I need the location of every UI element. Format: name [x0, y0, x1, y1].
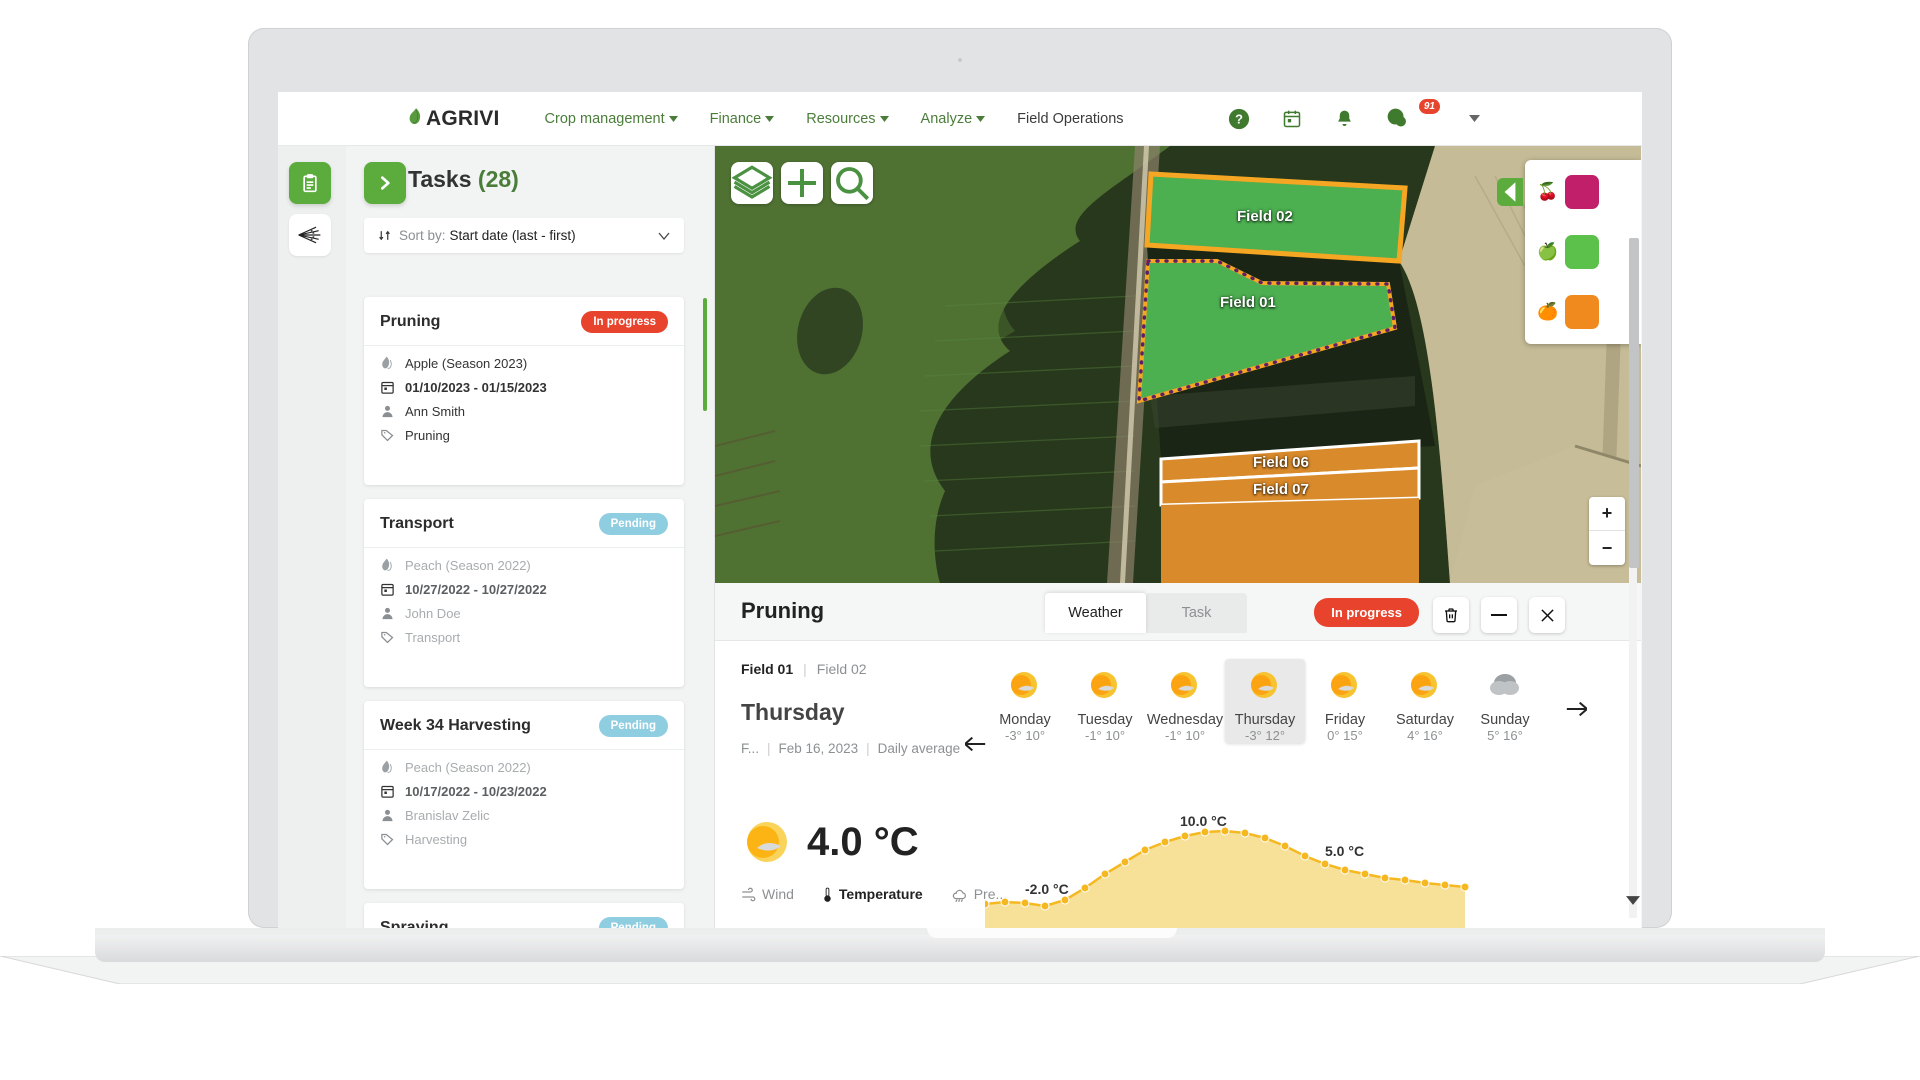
svg-text:?: ? — [1235, 111, 1243, 126]
svg-text:-2.0 °C: -2.0 °C — [1025, 881, 1069, 897]
svg-text:5.0 °C: 5.0 °C — [1325, 843, 1364, 859]
svg-text:10.0 °C: 10.0 °C — [1180, 816, 1227, 829]
